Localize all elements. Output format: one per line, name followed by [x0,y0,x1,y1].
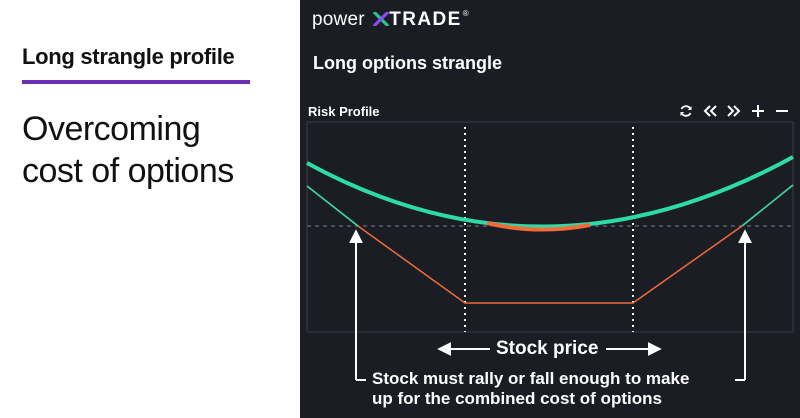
brand-logo: power TRADE® [312,9,469,31]
current-pl-curve [306,155,794,229]
subheading-line-1: Overcoming [22,110,201,148]
refresh-icon[interactable] [674,100,698,122]
zoom-out-icon[interactable] [770,100,794,122]
subheading-line-2: cost of options [22,152,234,190]
app-panel [300,0,800,418]
slide-heading: Long strangle profile [22,44,235,69]
expiration-profit-left [306,185,359,227]
expiration-pl-line [306,184,794,304]
chart-frame [306,121,794,333]
stock-price-label: Stock price [496,338,599,359]
brand-suffix: TRADE [389,9,462,30]
brand-x-icon [370,9,390,30]
annotation-note-line-1: Stock must rally or fall enough to make [372,369,690,388]
heading-underline [22,80,250,84]
risk-profile-label: Risk Profile [308,104,380,119]
current-pl-curve-loss [486,221,591,232]
annotation-note: Stock must rally or fall enough to make … [372,369,689,409]
brand-wordmark: TRADE [370,9,461,30]
fast-forward-icon[interactable] [722,100,746,122]
zoom-in-icon[interactable] [746,100,770,122]
expiration-profit-right [741,184,794,227]
slide-subheading: Overcoming cost of options [22,108,234,192]
brand-trademark: ® [462,9,469,18]
annotation-note-line-2: up for the combined cost of options [372,389,662,408]
brand-prefix: power [312,9,365,30]
slide-left-pane: Long strangle profile Overcoming cost of… [0,0,300,418]
rewind-icon[interactable] [698,100,722,122]
chart-controls [674,100,794,122]
panel-title: Long options strangle [313,53,502,73]
